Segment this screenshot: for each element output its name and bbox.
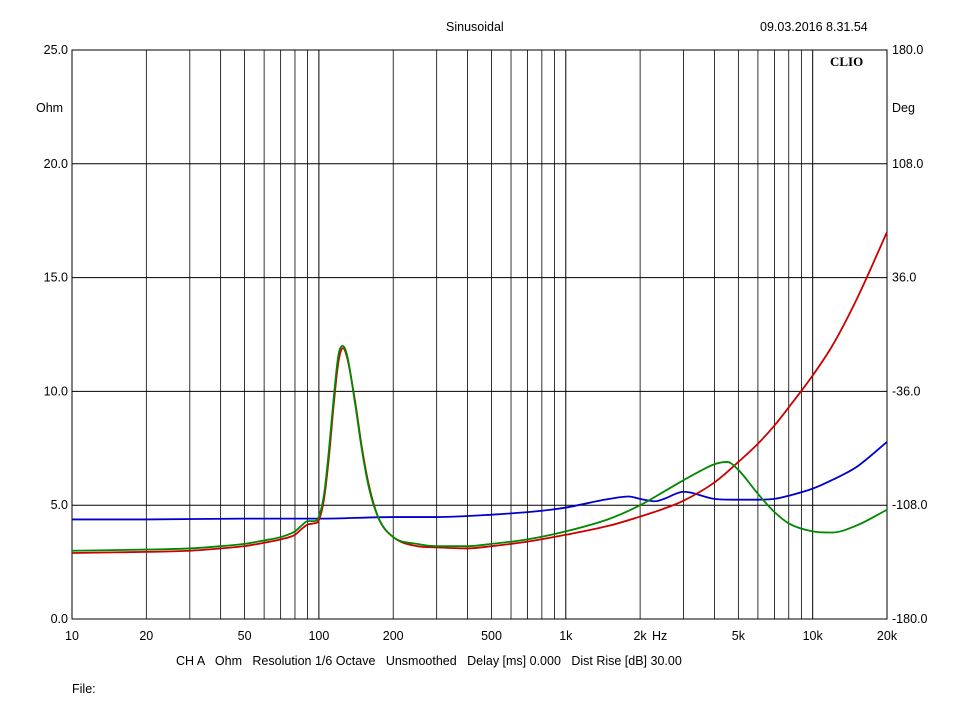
y-left-unit: Ohm xyxy=(36,101,63,115)
x-tick-label: 2k xyxy=(633,629,647,643)
y-left-tick-label: 10.0 xyxy=(44,384,68,398)
y-right-tick-label: 36.0 xyxy=(892,271,916,285)
x-tick-label: 50 xyxy=(238,629,252,643)
y-right-tick-label: -180.0 xyxy=(892,612,927,626)
x-tick-label: 10 xyxy=(65,629,79,643)
tick-labels: 10 20 50 100 200 500 1k 2k 5k 10k 20k 0.0 5.0 10.0 15.… xyxy=(44,43,928,643)
y-left-tick-label: 5.0 xyxy=(51,498,68,512)
clio-logo: CLIO xyxy=(830,54,863,69)
y-right-tick-label: 108.0 xyxy=(892,157,923,171)
x-tick-label: 20 xyxy=(139,629,153,643)
x-tick-label: 500 xyxy=(481,629,502,643)
x-tick-label: 20k xyxy=(877,629,898,643)
x-tick-label: 100 xyxy=(308,629,329,643)
y-left-tick-label: 0.0 xyxy=(51,612,68,626)
x-unit: Hz xyxy=(652,629,667,643)
x-tick-label: 10k xyxy=(803,629,824,643)
series-line-3 xyxy=(71,344,888,552)
series-lines xyxy=(71,231,888,554)
grid xyxy=(72,50,887,619)
y-right-tick-label: 180.0 xyxy=(892,43,923,57)
timestamp: 09.03.2016 8.31.54 xyxy=(760,20,868,34)
y-left-tick-label: 20.0 xyxy=(44,157,68,171)
y-right-unit: Deg xyxy=(892,101,915,115)
measurement-info: CH A Ohm Resolution 1/6 Octave Unsmoothe… xyxy=(176,654,682,668)
series-line-1 xyxy=(72,441,888,521)
x-tick-label: 5k xyxy=(732,629,746,643)
x-tick-label: 200 xyxy=(383,629,404,643)
x-tick-label: 1k xyxy=(559,629,573,643)
y-left-tick-label: 25.0 xyxy=(44,43,68,57)
y-right-tick-label: -36.0 xyxy=(892,384,921,398)
chart-title: Sinusoidal xyxy=(446,20,504,34)
file-label: File: xyxy=(72,682,96,696)
y-right-tick-label: -108.0 xyxy=(892,498,927,512)
y-left-tick-label: 15.0 xyxy=(44,271,68,285)
plot-frame xyxy=(71,49,888,620)
